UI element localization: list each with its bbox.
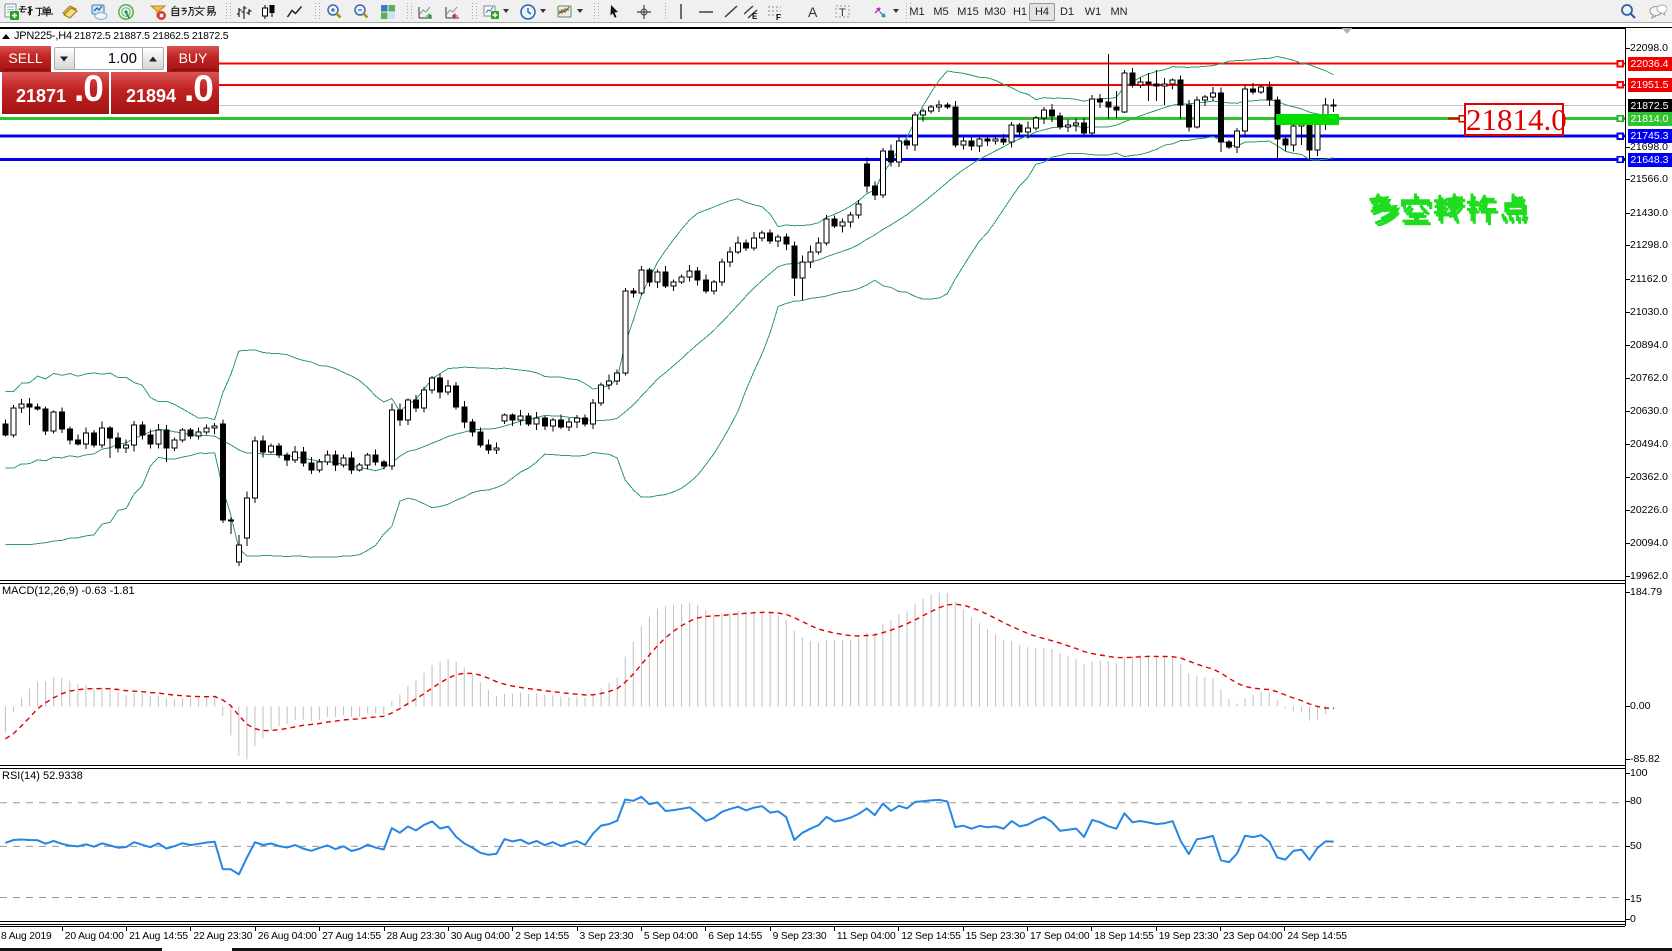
svg-text:F: F [776, 13, 781, 21]
svg-text:T: T [839, 7, 846, 19]
svg-text:E: E [752, 12, 758, 21]
svg-text:A: A [808, 4, 818, 20]
